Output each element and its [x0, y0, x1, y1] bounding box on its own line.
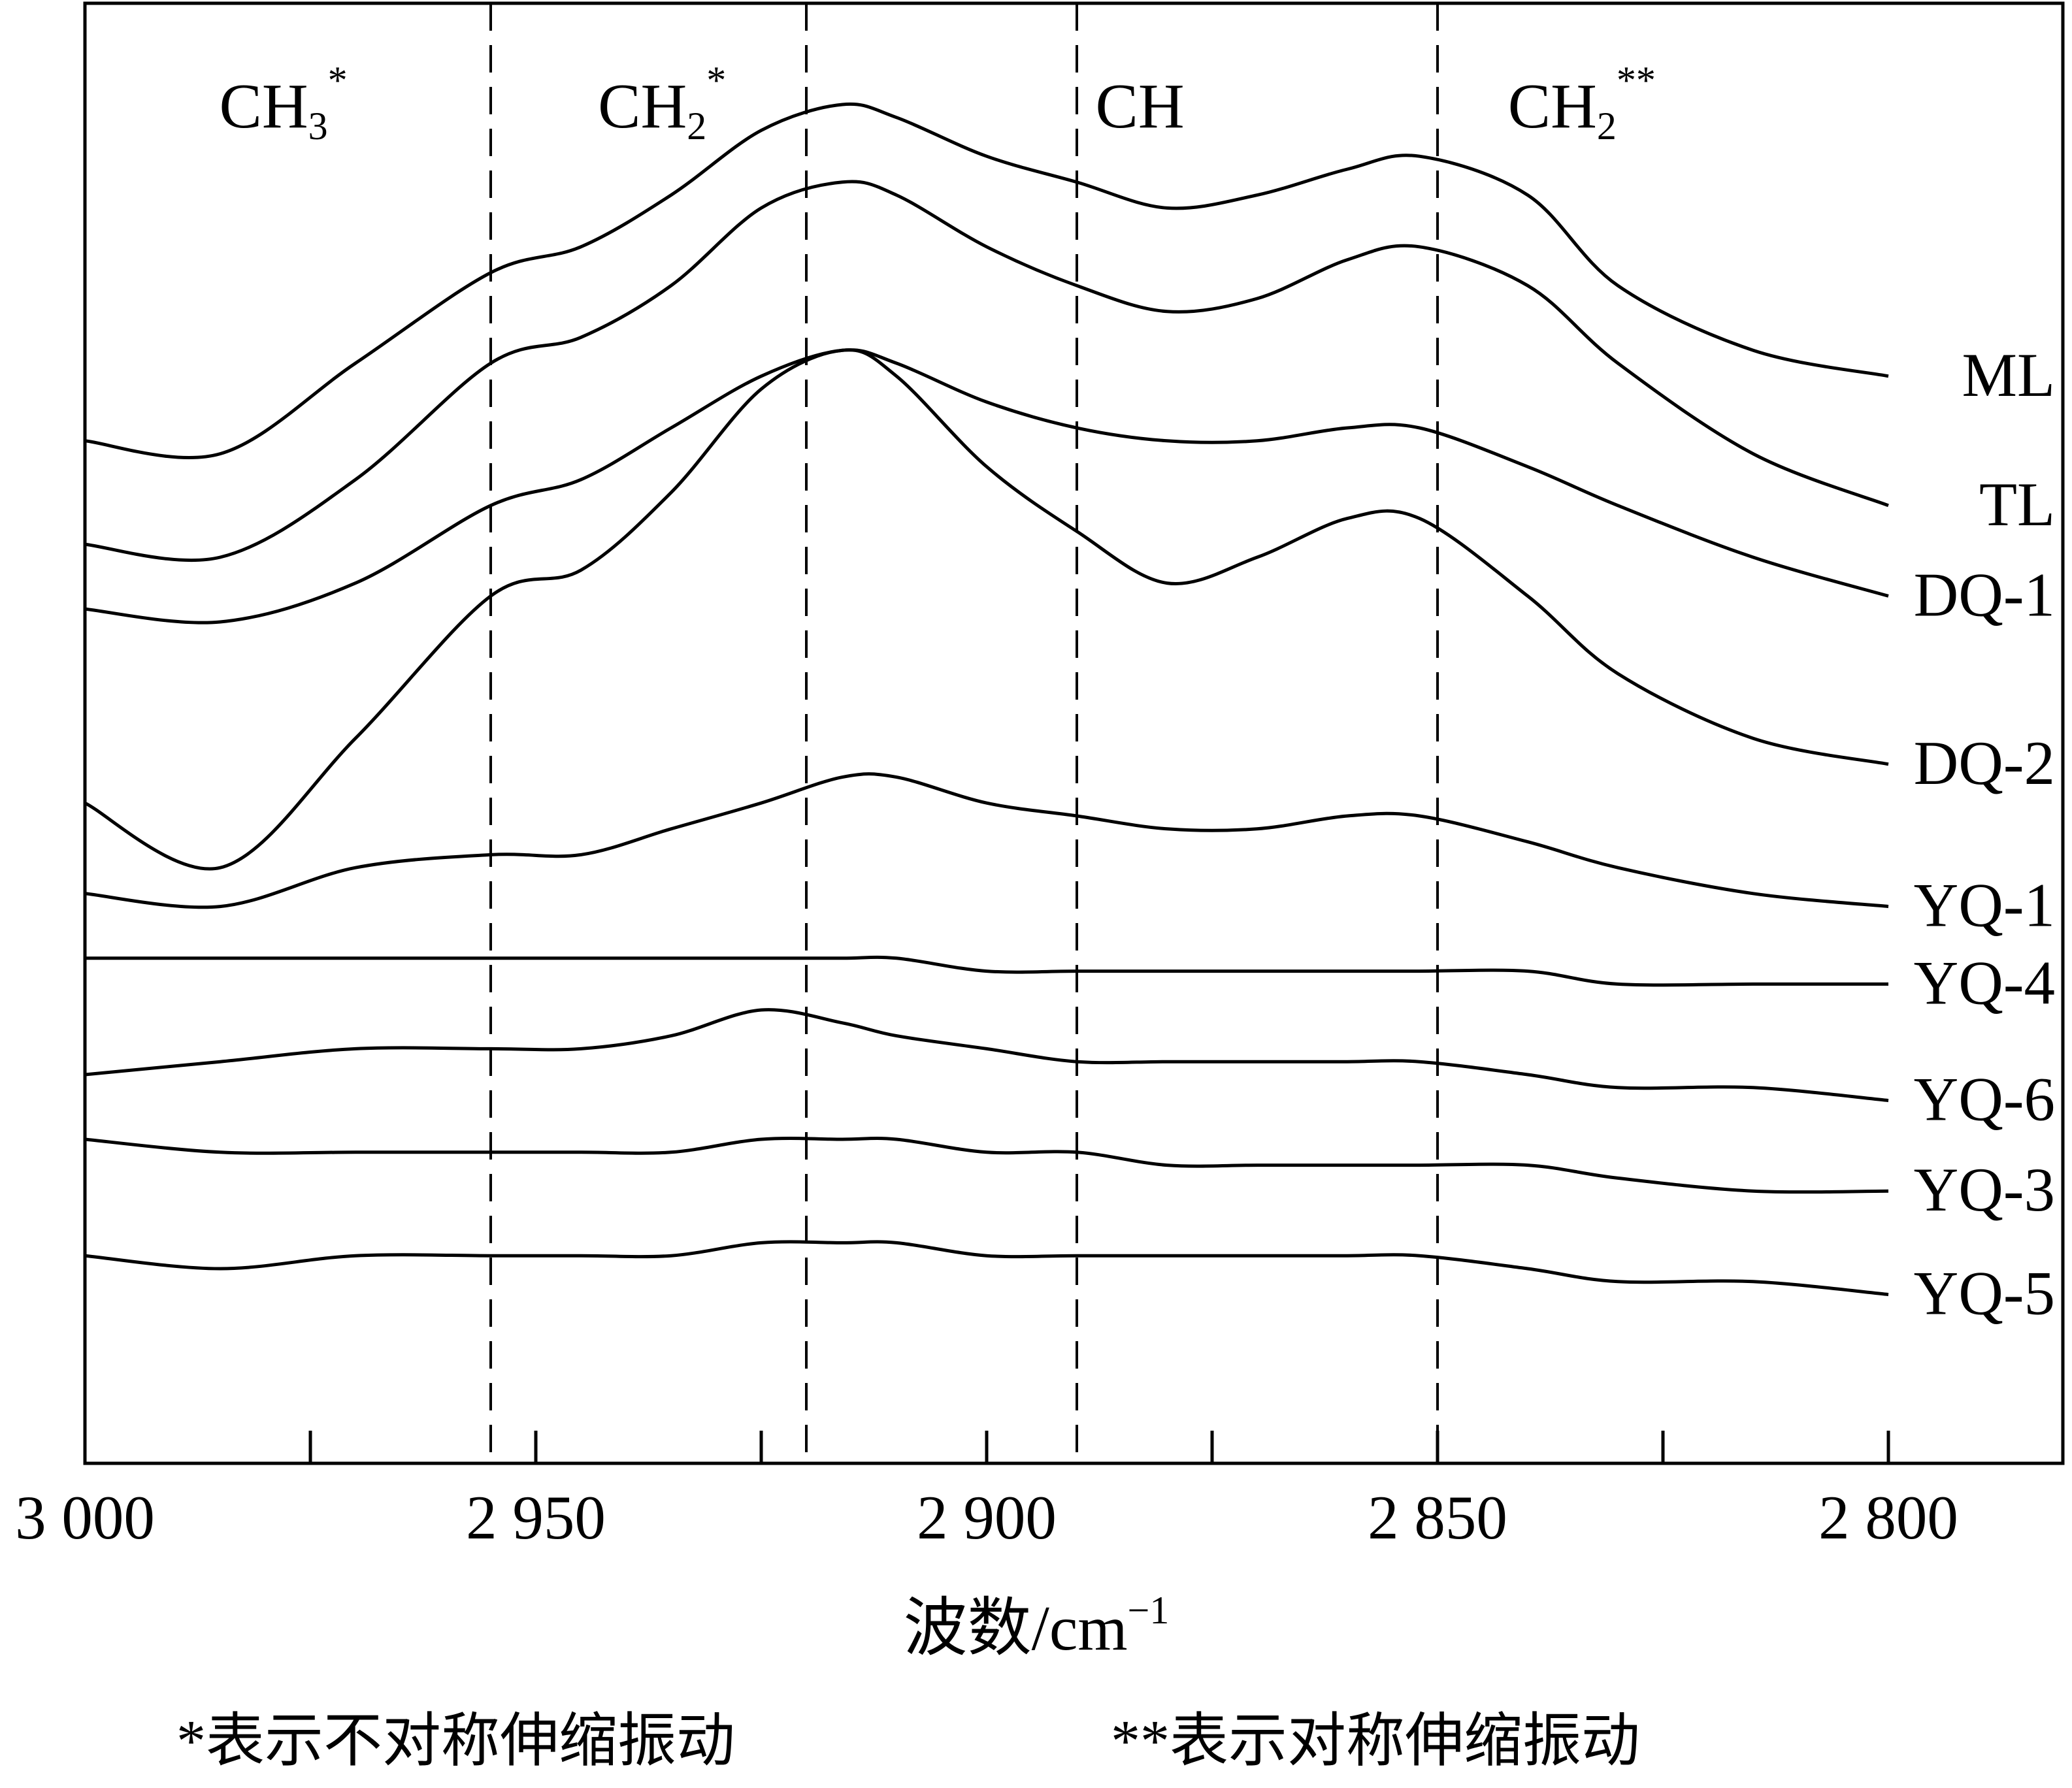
series-label: YQ-4	[1914, 948, 2055, 1017]
reference-label: CH2**	[1508, 59, 1656, 148]
reference-lines	[489, 3, 1439, 1463]
series-label: YQ-5	[1914, 1259, 2055, 1328]
series-label: TL	[1979, 470, 2055, 539]
x-axis-label-base: 波数/cm	[904, 1593, 1128, 1664]
reference-label: CH2*	[598, 59, 726, 148]
series-labels: ML TL DQ-1 DQ-2 YQ-1 YQ-4 YQ-6 YQ-3 YQ-5	[1914, 340, 2055, 1328]
x-tick-label: 2 850	[1368, 1483, 1507, 1552]
series-line	[84, 180, 1889, 562]
footnote-symmetric: **表示对称伸缩振动	[1111, 1709, 1640, 1774]
x-axis-ticks	[83, 1431, 1890, 1463]
series-line	[84, 102, 1889, 459]
series-line	[84, 1240, 1889, 1297]
series-label: YQ-1	[1914, 871, 2055, 940]
x-axis-tick-labels: 3 000 2 950 2 900 2 850 2 800	[15, 1483, 1958, 1552]
footnote-asymmetric: *表示不对称伸缩振动	[176, 1709, 735, 1774]
series-line	[84, 772, 1889, 909]
x-tick-label: 3 000	[15, 1483, 155, 1552]
x-tick-label: 2 900	[917, 1483, 1057, 1552]
reference-labels: CH3* CH2* CH CH2**	[220, 59, 1656, 148]
series-label: ML	[1962, 340, 2056, 410]
x-tick-label: 2 950	[466, 1483, 606, 1552]
x-axis-label: 波数/cm−1	[904, 1589, 1170, 1664]
x-tick-label: 2 800	[1818, 1483, 1958, 1552]
series-label: DQ-2	[1914, 728, 2055, 798]
series-lines	[84, 102, 1889, 1297]
reference-label: CH3*	[220, 59, 348, 148]
series-line	[84, 1137, 1889, 1194]
series-label: YQ-3	[1914, 1155, 2055, 1224]
x-axis-label-exponent: −1	[1128, 1589, 1170, 1632]
series-line	[84, 1008, 1889, 1103]
plot-frame	[83, 1, 2065, 1465]
series-line	[84, 955, 1888, 987]
series-label: YQ-6	[1914, 1065, 2055, 1134]
reference-label: CH	[1096, 71, 1185, 142]
series-label: DQ-1	[1914, 560, 2055, 629]
series-line	[84, 348, 1889, 871]
series-line	[84, 348, 1889, 625]
